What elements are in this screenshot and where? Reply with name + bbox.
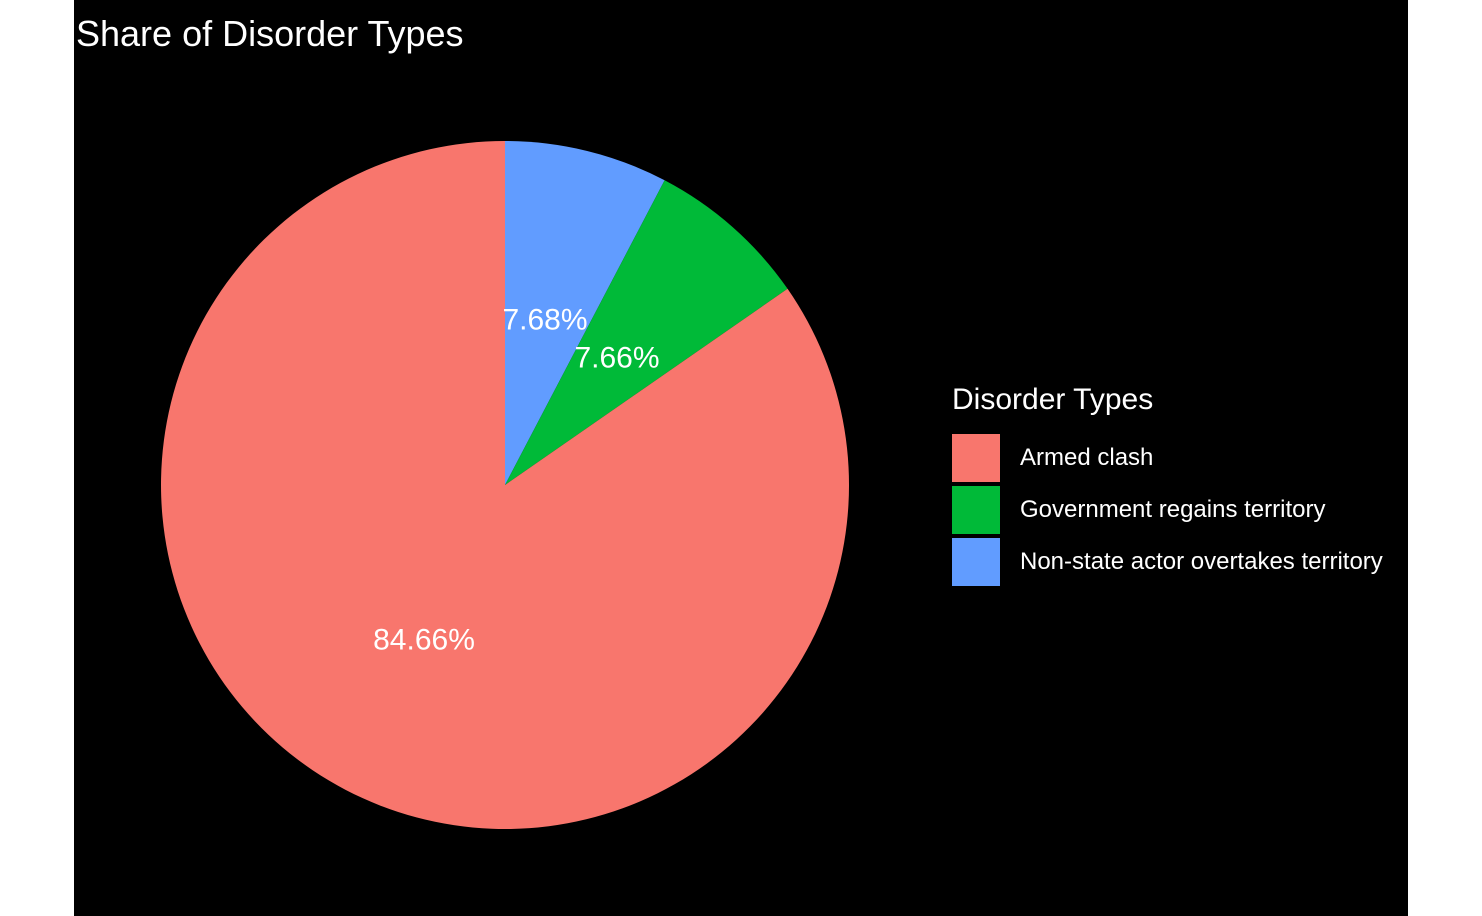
pie-slice-non-state-actor-overtakes-territory — [505, 141, 665, 485]
slice-label-non-state-actor-overtakes-territory: 7.68% — [502, 304, 587, 337]
legend-title: Disorder Types — [952, 383, 1154, 416]
legend-items: Armed clash Government regains territory N… — [952, 432, 1408, 588]
pie-slices — [161, 141, 850, 829]
legend-label: Non-state actor overtakes territory — [1020, 548, 1383, 575]
legend-swatch — [952, 434, 1000, 482]
legend-label: Armed clash — [1020, 444, 1154, 471]
pie-slice-government-regains-territory — [505, 180, 788, 485]
legend: Disorder Types Armed clash Government reg… — [952, 380, 1408, 588]
pie-slice-armed-clash — [161, 141, 850, 829]
slice-label-government-regains-territory: 7.66% — [574, 342, 659, 375]
slice-label-armed-clash: 84.66% — [373, 624, 475, 657]
legend-swatch — [952, 538, 1000, 586]
legend-item: Non-state actor overtakes territory — [952, 536, 1408, 588]
legend-item: Armed clash — [952, 432, 1408, 484]
legend-item: Government regains territory — [952, 484, 1408, 536]
pie-slice-labels: 7.68% 7.66% 84.66% — [373, 304, 659, 657]
chart-title: Share of Disorder Types — [76, 13, 464, 54]
legend-swatch — [952, 486, 1000, 534]
legend-label: Government regains territory — [1020, 496, 1326, 523]
